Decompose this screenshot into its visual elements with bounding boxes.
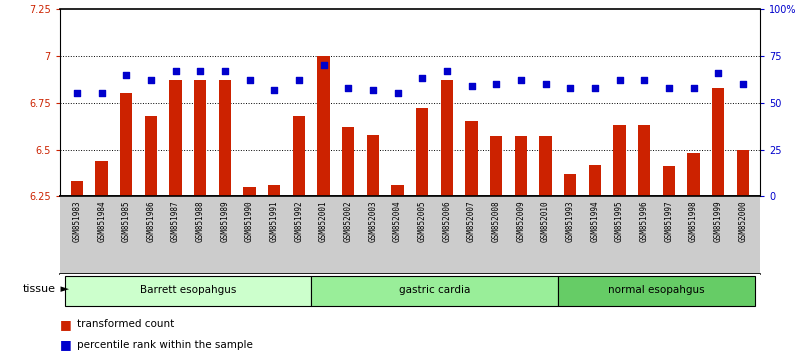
Point (71, 90, 84, 96)
Text: normal esopahgus: normal esopahgus (608, 285, 705, 296)
Text: GSM851993: GSM851993 (566, 200, 575, 242)
Text: GSM851984: GSM851984 (97, 200, 106, 242)
Point (318, 62, 330, 68)
Text: GSM852008: GSM852008 (492, 200, 501, 242)
Bar (515, 136, 527, 196)
Text: GSM852003: GSM852003 (369, 200, 377, 242)
Bar (268, 185, 280, 196)
Point (268, 87, 281, 92)
Bar (244, 187, 256, 196)
Bar (219, 80, 231, 196)
Point (564, 85, 576, 91)
Bar (441, 80, 453, 196)
Text: GSM851996: GSM851996 (640, 200, 649, 242)
Text: Barrett esopahgus: Barrett esopahgus (140, 285, 236, 296)
Bar (342, 127, 354, 196)
Text: transformed count: transformed count (77, 319, 174, 329)
Bar (466, 121, 478, 196)
Text: percentile rank within the sample: percentile rank within the sample (77, 340, 253, 350)
Point (588, 85, 601, 91)
Bar (614, 125, 626, 196)
Text: GSM851983: GSM851983 (72, 200, 81, 242)
Point (490, 81, 502, 87)
Point (638, 77, 650, 83)
Bar (367, 135, 379, 196)
Text: GSM851992: GSM851992 (295, 200, 303, 242)
Point (170, 68, 182, 74)
Text: tissue: tissue (23, 285, 56, 295)
Bar (170, 80, 181, 196)
Bar (145, 116, 157, 196)
Point (687, 85, 700, 91)
Bar (589, 165, 601, 196)
Point (96, 90, 108, 96)
Bar (564, 174, 576, 196)
Bar (392, 185, 404, 196)
Bar (737, 150, 749, 196)
Bar (712, 88, 724, 196)
Text: GSM851991: GSM851991 (270, 200, 279, 242)
Point (440, 68, 453, 74)
Point (367, 87, 380, 92)
Text: ►: ► (57, 285, 69, 295)
Point (514, 77, 527, 83)
Text: GDS4350 / 8049934: GDS4350 / 8049934 (60, 0, 186, 1)
Bar (688, 153, 700, 196)
Point (712, 70, 724, 75)
Bar (194, 80, 206, 196)
Point (465, 83, 478, 88)
Text: GSM851988: GSM851988 (196, 200, 205, 242)
Point (342, 85, 355, 91)
Bar (311, 276, 558, 306)
Bar (558, 276, 755, 306)
Text: GSM851989: GSM851989 (220, 200, 229, 242)
Point (145, 77, 158, 83)
Text: GSM852009: GSM852009 (517, 200, 525, 242)
Point (416, 75, 428, 81)
Text: GSM851998: GSM851998 (689, 200, 698, 242)
Text: GSM851987: GSM851987 (171, 200, 180, 242)
Text: GSM852005: GSM852005 (418, 200, 427, 242)
Text: GSM851999: GSM851999 (714, 200, 723, 242)
Point (736, 81, 749, 87)
Text: GSM851986: GSM851986 (146, 200, 155, 242)
Point (219, 68, 232, 74)
Text: GSM852004: GSM852004 (393, 200, 402, 242)
Text: GSM851985: GSM851985 (122, 200, 131, 242)
Text: GSM851994: GSM851994 (591, 200, 599, 242)
Bar (490, 136, 502, 196)
Point (120, 72, 133, 78)
Bar (64, 276, 311, 306)
Point (613, 77, 626, 83)
Bar (318, 56, 330, 196)
Bar (120, 93, 132, 196)
Bar (663, 166, 675, 196)
Bar (540, 136, 552, 196)
Point (293, 77, 306, 83)
Text: gastric cardia: gastric cardia (399, 285, 470, 296)
Text: GSM851997: GSM851997 (665, 200, 673, 242)
Bar (96, 161, 107, 196)
Text: GSM852007: GSM852007 (467, 200, 476, 242)
Text: GSM852010: GSM852010 (541, 200, 550, 242)
Text: GSM852000: GSM852000 (739, 200, 747, 242)
Text: GSM851995: GSM851995 (615, 200, 624, 242)
Point (662, 85, 675, 91)
Text: GSM852002: GSM852002 (344, 200, 353, 242)
Text: GSM852006: GSM852006 (443, 200, 451, 242)
Bar (71, 182, 83, 196)
Text: GSM851990: GSM851990 (245, 200, 254, 242)
Point (392, 90, 404, 96)
Text: ■: ■ (60, 318, 72, 331)
Bar (638, 125, 650, 196)
Bar (293, 116, 305, 196)
Bar (416, 108, 428, 196)
Point (539, 81, 552, 87)
Point (194, 68, 207, 74)
Text: ■: ■ (60, 338, 72, 351)
Point (244, 77, 256, 83)
Text: GSM852001: GSM852001 (319, 200, 328, 242)
